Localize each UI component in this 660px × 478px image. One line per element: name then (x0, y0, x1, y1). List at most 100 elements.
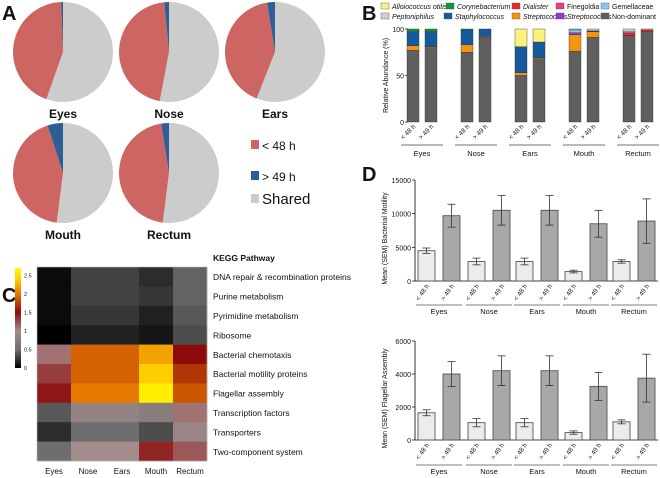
group-label: Rectum (621, 467, 647, 476)
legend-swatch (555, 2, 565, 10)
group-label: Ears (529, 307, 545, 316)
colorbar-tick-label: 0.5 (24, 347, 32, 353)
panel-label-c: C (2, 285, 16, 307)
bar-segment-strep (460, 44, 474, 53)
legend-swatch (443, 12, 453, 20)
heatmap-cell (105, 402, 140, 423)
heatmap-cell (71, 422, 106, 442)
bar-segment-gem (568, 29, 582, 33)
bar-segment-coryne (460, 28, 474, 31)
heatmap-cell (173, 422, 208, 442)
bar-segment-coryne (424, 28, 438, 32)
bar-segment-strep (406, 45, 420, 51)
heatmap-cell (71, 441, 106, 462)
column-label: Rectum (176, 467, 204, 476)
bar-segment-staph (406, 31, 420, 46)
heatmap-cell (105, 441, 140, 462)
x-tick-label: > 49 h (490, 442, 506, 461)
legend-swatch (600, 2, 610, 10)
legend-swatch (511, 2, 521, 10)
legend-label: Dialister (523, 4, 549, 11)
x-tick-label: > 49 h (634, 123, 652, 141)
heatmap-cell (173, 402, 208, 423)
heatmap-cell (173, 325, 208, 345)
bar-segment-staph (514, 46, 528, 73)
pie-slice-lt48 (12, 125, 64, 223)
colorbar-tick-label: 1.5 (24, 310, 32, 316)
heatmap-cell (173, 383, 208, 404)
heatmap-title: KEGG Pathway (213, 253, 275, 263)
heatmap-cell (173, 305, 208, 326)
heatmap-cell (105, 364, 140, 384)
panel-label-a: A (2, 3, 16, 25)
heatmap-cell (105, 422, 140, 442)
bar-segment-staph (424, 31, 438, 47)
heatmap-cell (173, 267, 208, 287)
legend-label: Streptococcus (567, 14, 612, 21)
pie-label: Nose (154, 107, 184, 121)
x-tick-label: < 48 h (465, 442, 481, 461)
heatmap-cell (139, 422, 174, 442)
bar-segment-strep (514, 72, 528, 76)
pie-slice-shared (46, 2, 113, 103)
row-label: Bacterial motility proteins (213, 369, 307, 379)
x-tick-label: < 48 h (508, 123, 526, 141)
legend-label: < 48 h (262, 139, 296, 153)
legend-label: Non-dominant (612, 14, 656, 21)
bar-segment-pepto (586, 28, 600, 32)
y-axis-label: Mean (SEM) Bacterial Motility (382, 192, 389, 285)
heatmap-cell (71, 402, 106, 423)
heatmap-cell (173, 441, 208, 462)
colorbar (15, 268, 21, 368)
group-label: Mouth (576, 307, 597, 316)
pie-slice-lt48 (225, 2, 275, 99)
row-label: Pyrimidine metabolism (213, 311, 299, 321)
panel-a-pies: Eyes Nose Ears Mouth Rectum < 48 h > 49 h Share… (12, 2, 326, 242)
bar-segment-nondom (406, 50, 420, 123)
legend-swatch (555, 12, 565, 20)
bar-segment-staph (460, 29, 474, 46)
heatmap-cell (37, 383, 72, 404)
heatmap-cell (71, 383, 106, 404)
heatmap-cell (37, 402, 72, 423)
y-tick-label: 10000 (392, 212, 412, 219)
heatmap-cell (71, 267, 106, 287)
heatmap-cell (105, 305, 140, 326)
group-label: Nose (467, 149, 485, 158)
heatmap-cell (173, 344, 208, 365)
pie-slice-gt49 (164, 2, 169, 52)
pie-slice-gt49 (61, 2, 63, 52)
x-tick-label: > 49 h (538, 442, 554, 461)
y-tick-label: 0 (400, 120, 404, 127)
heatmap-cell (105, 286, 140, 307)
bar-segment-pepto (622, 28, 636, 32)
x-tick-label: > 49 h (635, 283, 651, 302)
pie-label: Mouth (45, 228, 81, 242)
heatmap-cell (139, 325, 174, 345)
heatmap-cell (71, 286, 106, 307)
bar-segment-strep (568, 34, 582, 52)
heatmap-border (36, 266, 208, 462)
heatmap-cell (139, 267, 174, 287)
column-label: Ears (114, 467, 130, 476)
pie-label: Rectum (147, 228, 191, 242)
y-tick-label: 15000 (392, 178, 412, 185)
row-label: Two-component system (213, 447, 303, 457)
y-tick-label: 0 (407, 438, 411, 445)
legend-label: Gemellaceae (612, 4, 653, 11)
group-label: Mouth (574, 149, 595, 158)
legend-swatch (251, 140, 259, 149)
x-tick-label: < 48 h (465, 283, 481, 302)
group-label: Rectum (621, 307, 647, 316)
bar-segment-nondom (622, 35, 636, 123)
pie-slice-lt48 (118, 2, 169, 102)
heatmap-cell (105, 383, 140, 404)
row-label: Flagellar assembly (213, 389, 285, 399)
heatmap-cell (71, 344, 106, 365)
heatmap-cell (37, 267, 72, 287)
x-tick-label: < 48 h (513, 283, 529, 302)
legend-label: Finegoldia (567, 4, 599, 11)
x-tick-label: > 49 h (587, 283, 603, 302)
row-label: Transcription factors (213, 408, 290, 418)
x-tick-label: < 48 h (562, 283, 578, 302)
